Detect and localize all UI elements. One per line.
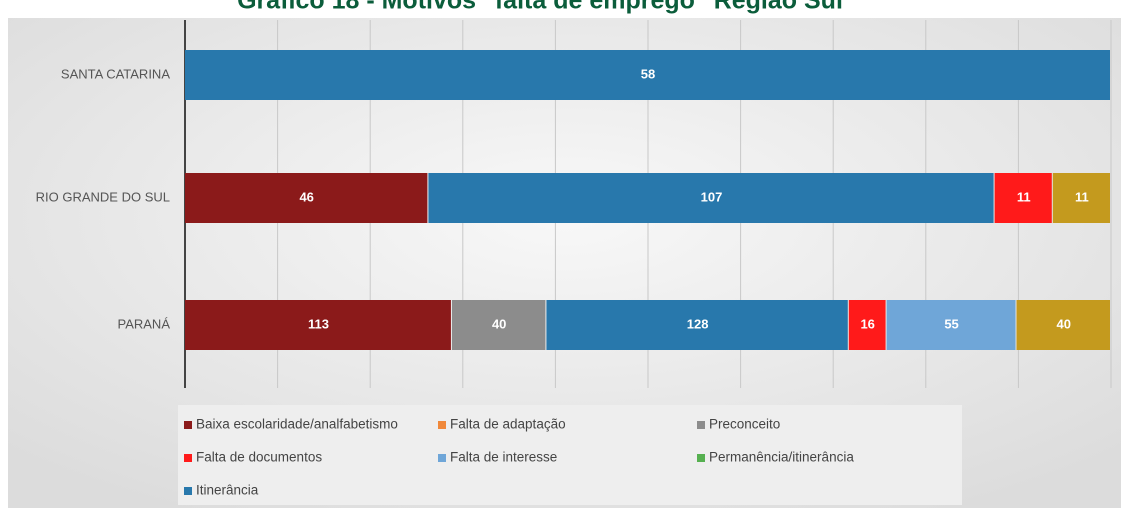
data-label: 55 bbox=[944, 316, 958, 331]
legend-label: Falta de documentos bbox=[196, 450, 322, 465]
legend-swatch bbox=[697, 421, 705, 429]
bar-segment bbox=[848, 300, 886, 350]
legend-label: Baixa escolaridade/analfabetismo bbox=[196, 417, 398, 432]
data-label: 107 bbox=[701, 189, 723, 204]
category-label: PARANÁ bbox=[118, 316, 171, 331]
data-label: 11 bbox=[1017, 189, 1031, 204]
category-label: SANTA CATARINA bbox=[61, 66, 170, 81]
legend-swatch bbox=[438, 421, 446, 429]
legend-swatch bbox=[184, 454, 192, 462]
bar-segment bbox=[185, 50, 1110, 100]
legend-label: Falta de adaptação bbox=[450, 417, 566, 432]
bar-segment bbox=[1052, 173, 1110, 223]
data-label: 46 bbox=[299, 189, 313, 204]
category-label: RIO GRANDE DO SUL bbox=[36, 189, 170, 204]
legend-swatch bbox=[184, 421, 192, 429]
legend-label: Itinerância bbox=[196, 483, 259, 498]
data-label: 40 bbox=[1057, 316, 1071, 331]
legend-label: Preconceito bbox=[709, 417, 780, 432]
legend-swatch bbox=[438, 454, 446, 462]
legend-box bbox=[178, 405, 962, 505]
bar-segment bbox=[886, 300, 1016, 350]
chart-title: Gráfico 18 - Motivos "falta de emprego" … bbox=[237, 0, 843, 15]
bar-segment bbox=[994, 173, 1052, 223]
data-label: 128 bbox=[687, 316, 709, 331]
legend-swatch bbox=[184, 487, 192, 495]
legend-label: Falta de interesse bbox=[450, 450, 557, 465]
data-label: 113 bbox=[308, 316, 329, 331]
bar-segment bbox=[185, 173, 428, 223]
bar-segment bbox=[428, 173, 994, 223]
bar-segment bbox=[1016, 300, 1110, 350]
legend-label: Permanência/itinerância bbox=[709, 450, 854, 465]
bar-segment bbox=[546, 300, 848, 350]
data-label: 11 bbox=[1075, 189, 1089, 204]
bar-segment bbox=[185, 300, 451, 350]
data-label: 58 bbox=[641, 66, 655, 81]
bar-segment bbox=[451, 300, 546, 350]
legend-swatch bbox=[697, 454, 705, 462]
data-label: 16 bbox=[860, 316, 874, 331]
data-label: 40 bbox=[492, 316, 506, 331]
